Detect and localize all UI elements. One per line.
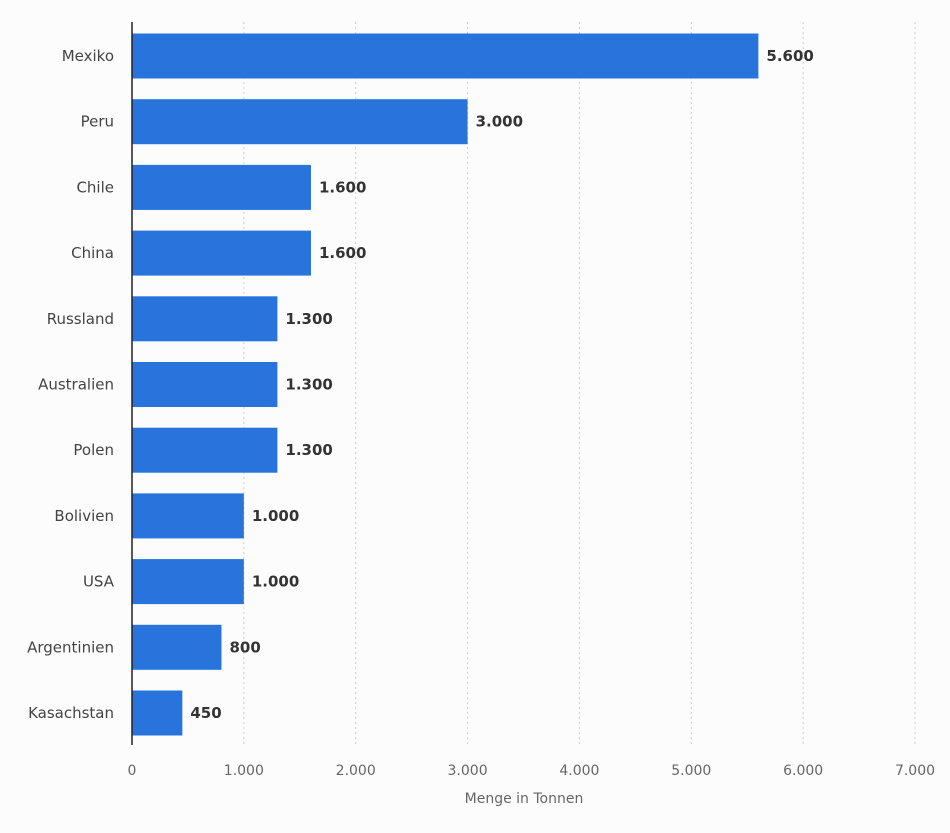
bar-argentinien[interactable]: [132, 624, 222, 670]
x-tick-label-3: 3.000: [448, 763, 488, 779]
x-tick-label-2: 2.000: [336, 763, 376, 779]
value-label-china: 1.600: [319, 244, 366, 262]
bar-bolivien[interactable]: [132, 493, 244, 539]
value-label-usa: 1.000: [252, 573, 299, 591]
x-tick-label-4: 4.000: [559, 763, 599, 779]
bar-chile[interactable]: [132, 164, 311, 210]
ticks-layer: 0 1.000 2.000 3.000 4.000 5.000 6.000 7.000: [128, 763, 936, 779]
bar-russland[interactable]: [132, 296, 278, 342]
category-label-kasachstan: Kasachstan: [28, 704, 114, 722]
category-label-bolivien: Bolivien: [54, 507, 114, 525]
category-label-mexiko: Mexiko: [62, 47, 114, 65]
x-tick-label-6: 6.000: [783, 763, 823, 779]
category-label-russland: Russland: [47, 310, 114, 328]
bar-china[interactable]: [132, 230, 311, 276]
value-label-bolivien: 1.000: [252, 507, 299, 525]
value-label-australien: 1.300: [285, 376, 332, 394]
category-label-peru: Peru: [81, 113, 114, 131]
value-label-chile: 1.600: [319, 178, 366, 196]
x-tick-label-5: 5.000: [671, 763, 711, 779]
bars-layer: [132, 33, 759, 736]
value-label-russland: 1.300: [285, 310, 332, 328]
category-label-polen: Polen: [73, 441, 114, 459]
value-label-kasachstan: 450: [190, 704, 221, 722]
labels-layer: Mexiko 5.600 Peru 3.000 Chile 1.600 China 1.600…: [27, 47, 814, 722]
bar-usa[interactable]: [132, 559, 244, 605]
value-label-peru: 3.000: [476, 113, 523, 131]
value-label-mexiko: 5.600: [766, 47, 813, 65]
x-axis-title: Menge in Tonnen: [465, 791, 584, 807]
x-tick-label-0: 0: [128, 763, 137, 779]
x-tick-label-1: 1.000: [224, 763, 264, 779]
value-label-argentinien: 800: [229, 638, 260, 656]
bar-peru[interactable]: [132, 99, 468, 145]
value-label-polen: 1.300: [285, 441, 332, 459]
bar-polen[interactable]: [132, 427, 278, 473]
bar-australien[interactable]: [132, 362, 278, 407]
category-label-usa: USA: [83, 573, 115, 591]
category-label-chile: Chile: [76, 178, 114, 196]
category-label-china: China: [71, 244, 114, 262]
x-tick-label-7: 7.000: [895, 763, 935, 779]
category-label-argentinien: Argentinien: [27, 638, 114, 656]
bar-kasachstan[interactable]: [132, 690, 183, 736]
category-label-australien: Australien: [38, 376, 114, 394]
bar-mexiko[interactable]: [132, 33, 759, 79]
